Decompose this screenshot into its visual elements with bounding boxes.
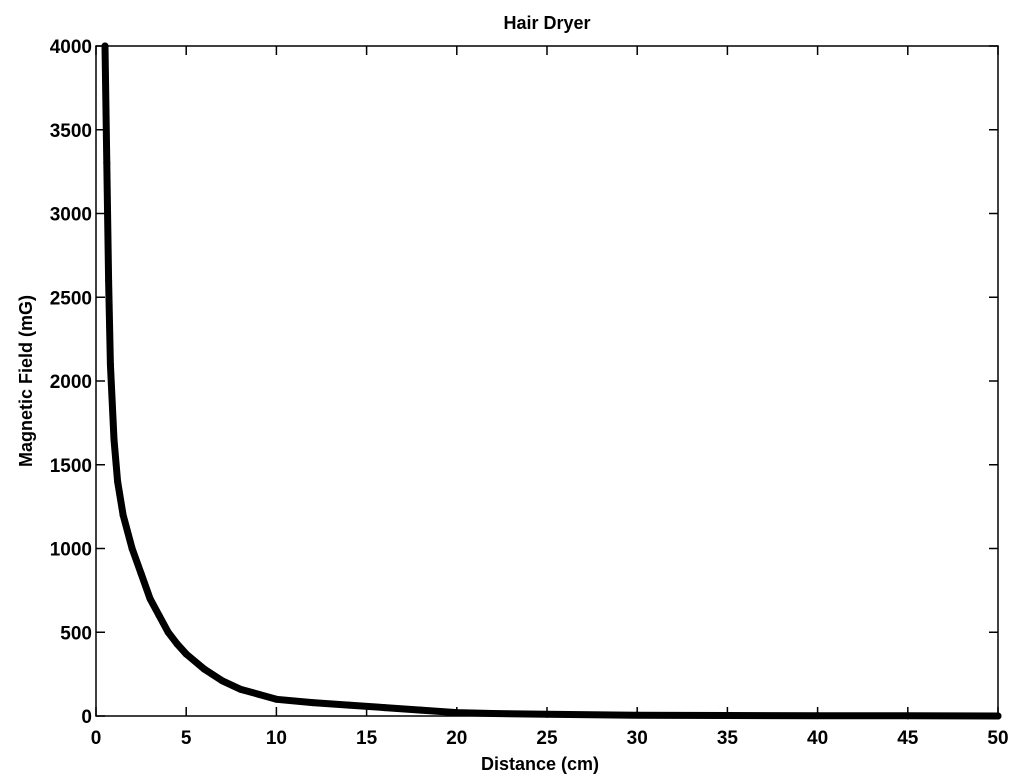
data-point — [633, 711, 641, 719]
data-point — [146, 595, 154, 603]
data-point — [128, 545, 136, 552]
data-point — [200, 665, 208, 673]
data-point — [164, 628, 172, 636]
y-tick-label: 0 — [81, 707, 92, 728]
plot-frame — [95, 45, 999, 717]
y-axis-ticks: 0 500 1000 1500 2000 2500 3000 3500 4000 — [50, 37, 998, 728]
data-point — [218, 677, 226, 685]
series-layer — [101, 42, 1002, 720]
data-point — [103, 159, 111, 167]
data-point — [308, 699, 316, 707]
chart-title: Hair Dryer — [503, 13, 590, 33]
data-point — [137, 570, 145, 578]
y-tick-label: 2500 — [50, 288, 92, 309]
data-point — [105, 277, 113, 284]
x-tick-label: 5 — [181, 728, 192, 749]
y-tick-label: 4000 — [50, 37, 92, 58]
x-tick-label: 20 — [446, 728, 467, 749]
data-point — [106, 360, 114, 368]
data-point — [182, 650, 190, 658]
data-point — [814, 712, 822, 720]
y-tick-label: 1000 — [50, 540, 92, 561]
data-point — [417, 706, 425, 714]
data-point — [272, 695, 280, 703]
y-axis-title: Magnetic Field (mG) — [16, 295, 36, 467]
x-tick-label: 15 — [356, 728, 378, 749]
data-point — [994, 712, 1002, 720]
x-tick-label: 45 — [897, 728, 919, 749]
y-tick-label: 1500 — [50, 456, 92, 477]
data-point — [381, 704, 389, 712]
x-tick-label: 30 — [627, 728, 648, 749]
x-tick-label: 40 — [807, 728, 828, 749]
data-point — [101, 42, 109, 50]
data-point — [114, 478, 122, 485]
data-point — [254, 690, 262, 698]
data-point — [173, 640, 181, 648]
x-axis-title: Distance (cm) — [481, 754, 599, 774]
x-tick-label: 0 — [91, 728, 102, 749]
data-point — [236, 685, 244, 693]
data-point — [723, 711, 731, 719]
data-point — [110, 436, 118, 444]
plot-border — [95, 45, 999, 717]
data-point — [345, 701, 353, 709]
data-point — [119, 511, 127, 519]
x-tick-label: 10 — [266, 728, 287, 749]
data-point — [155, 612, 163, 619]
x-tick-label: 25 — [536, 728, 558, 749]
x-axis-ticks: 0 5 10 15 20 25 30 35 40 45 50 — [91, 46, 1009, 749]
series-line — [101, 42, 1002, 720]
y-tick-label: 500 — [60, 623, 92, 644]
data-point — [543, 710, 551, 718]
y-tick-label: 3500 — [50, 121, 92, 142]
data-point — [904, 712, 912, 720]
y-tick-label: 2000 — [50, 372, 92, 393]
x-tick-label: 50 — [987, 728, 1008, 749]
x-tick-label: 35 — [717, 728, 739, 749]
y-tick-label: 3000 — [50, 205, 92, 226]
data-point — [489, 709, 497, 717]
data-point — [453, 709, 461, 717]
